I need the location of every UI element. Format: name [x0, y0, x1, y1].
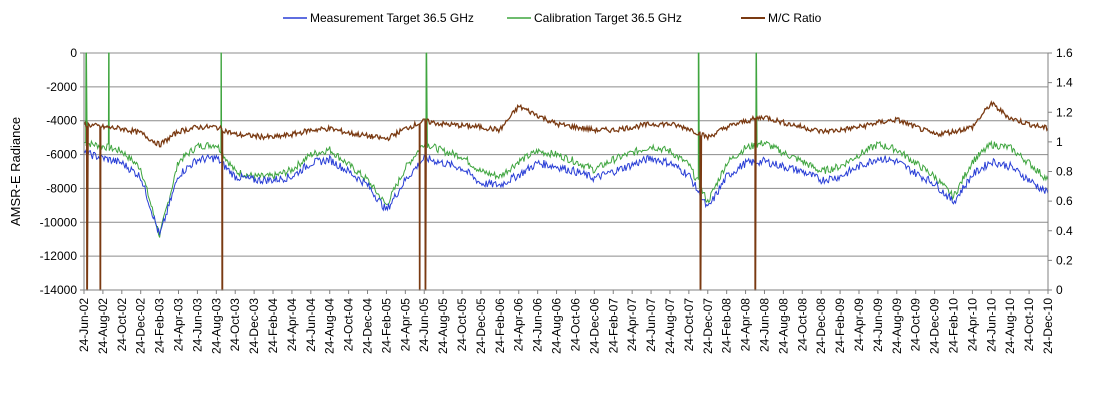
x-tick-label: 24-Jun-04	[304, 298, 318, 352]
left-tick-label: -4000	[46, 114, 77, 128]
right-tick-label: 1.6	[1056, 46, 1073, 60]
x-tick-label: 24-Aug-06	[550, 298, 564, 354]
left-tick-label: -14000	[40, 283, 78, 297]
left-axis-ticks: 0 -2000 -4000 -6000 -8000 -10000 -12000 -14000	[40, 46, 84, 297]
left-tick-label: -2000	[46, 80, 77, 94]
x-tick-label: 24-Apr-03	[172, 298, 186, 352]
x-tick-label: 24-Aug-03	[209, 298, 223, 354]
legend-item-calibration-target: Calibration Target 36.5 GHz	[507, 11, 682, 25]
x-tick-label: 24-Oct-06	[568, 298, 582, 352]
x-tick-label: 24-Feb-06	[493, 298, 507, 354]
x-tick-label: 24-Apr-10	[965, 298, 979, 352]
x-tick-label: 24-Jun-03	[190, 298, 204, 352]
right-tick-label: 1	[1056, 135, 1063, 149]
x-tick-label: 24-Jun-09	[871, 298, 885, 352]
x-tick-label: 24-Feb-03	[153, 298, 167, 354]
x-tick-label: 24-Jun-02	[77, 298, 91, 352]
x-tick-label: 24-Dec-05	[474, 298, 488, 354]
legend-item-measurement-target: Measurement Target 36.5 GHz	[283, 11, 474, 25]
x-tick-label: 24-Oct-10	[1022, 298, 1036, 352]
right-tick-label: 0.6	[1056, 194, 1073, 208]
x-tick-label: 24-Dec-08	[814, 298, 828, 354]
left-tick-label: -8000	[46, 181, 77, 195]
x-tick-label: 24-Dec-06	[587, 298, 601, 354]
x-tick-label: 24-Aug-07	[663, 298, 677, 354]
x-tick-label: 24-Apr-08	[739, 298, 753, 352]
x-tick-label: 24-Jun-07	[644, 298, 658, 352]
legend-label: Calibration Target 36.5 GHz	[534, 11, 682, 25]
x-tick-label: 24-Apr-04	[285, 298, 299, 352]
x-tick-label: 24-Dec-03	[247, 298, 261, 354]
x-tick-label: 24-Jun-05	[417, 298, 431, 352]
left-tick-label: -12000	[40, 249, 78, 263]
y-axis-title: AMSR-E Radiance	[8, 117, 23, 226]
x-tick-label: 24-Aug-04	[323, 298, 337, 354]
x-tick-label: 24-Oct-07	[682, 298, 696, 352]
x-tick-label: 24-Feb-09	[833, 298, 847, 354]
x-tick-label: 24-Oct-02	[115, 298, 129, 352]
right-tick-label: 1.2	[1056, 105, 1073, 119]
x-tick-label: 24-Oct-05	[455, 298, 469, 352]
x-tick-label: 24-Jun-08	[757, 298, 771, 352]
legend-label: M/C Ratio	[768, 11, 822, 25]
right-axis-ticks: 0 0.2 0.4 0.6 0.8 1 1.2 1.4 1.6	[1048, 46, 1073, 297]
right-tick-label: 0.8	[1056, 165, 1073, 179]
x-tick-label: 24-Oct-09	[909, 298, 923, 352]
right-tick-label: 1.4	[1056, 76, 1073, 90]
plot-area	[83, 52, 1049, 291]
x-tick-label: 24-Feb-07	[606, 298, 620, 354]
x-tick-label: 24-Dec-04	[361, 298, 375, 354]
x-tick-label: 24-Feb-04	[266, 298, 280, 354]
right-tick-label: 0.4	[1056, 224, 1073, 238]
series-line-measurement-target	[83, 149, 1049, 236]
x-tick-label: 24-Dec-09	[928, 298, 942, 354]
x-tick-label: 24-Dec-10	[1041, 298, 1055, 354]
legend: Measurement Target 36.5 GHz Calibration T…	[283, 11, 822, 25]
x-tick-label: 24-Apr-06	[512, 298, 526, 352]
left-tick-label: -6000	[46, 148, 77, 162]
x-tick-label: 24-Oct-03	[228, 298, 242, 352]
x-tick-label: 24-Oct-08	[795, 298, 809, 352]
x-tick-label: 24-Feb-10	[946, 298, 960, 354]
left-tick-label: 0	[70, 46, 77, 60]
x-tick-label: 24-Aug-09	[890, 298, 904, 354]
left-tick-label: -10000	[40, 215, 78, 229]
right-tick-label: 0.2	[1056, 253, 1073, 267]
x-tick-label: 24-Feb-08	[720, 298, 734, 354]
x-tick-label: 24-Jun-06	[531, 298, 545, 352]
legend-label: Measurement Target 36.5 GHz	[310, 11, 474, 25]
x-tick-label: 24-Aug-05	[436, 298, 450, 354]
x-tick-label: 24-Apr-07	[625, 298, 639, 352]
series-line-mc-ratio	[83, 100, 1049, 291]
x-tick-label: 24-Jun-10	[984, 298, 998, 352]
x-tick-label: 24-Aug-02	[96, 298, 110, 354]
x-tick-label: 24-Aug-08	[776, 298, 790, 354]
x-tick-label: 24-Oct-04	[342, 298, 356, 352]
x-tick-label: 24-Aug-10	[1003, 298, 1017, 354]
x-axis-ticks: 24-Jun-02 24-Aug-02 24-Oct-02 24-Dec-02 24-F…	[77, 290, 1055, 354]
series-line-calibration-target	[83, 52, 1049, 238]
x-tick-label: 24-Feb-05	[379, 298, 393, 354]
legend-item-mc-ratio: M/C Ratio	[741, 11, 822, 25]
right-tick-label: 0	[1056, 283, 1063, 297]
x-tick-label: 24-Apr-05	[398, 298, 412, 352]
x-tick-label: 24-Apr-09	[852, 298, 866, 352]
x-tick-label: 24-Dec-07	[701, 298, 715, 354]
x-tick-label: 24-Dec-02	[134, 298, 148, 354]
